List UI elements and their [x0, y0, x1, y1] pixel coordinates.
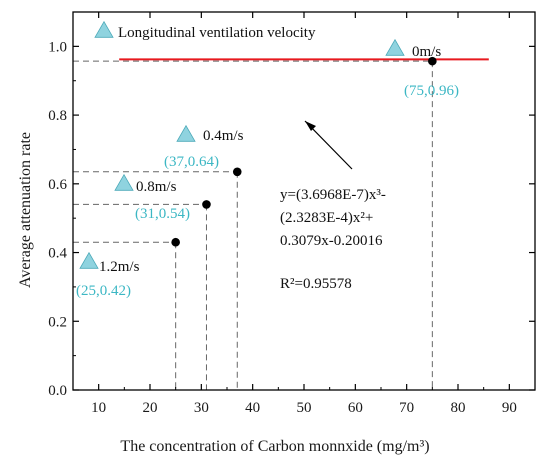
y-tick-label: 0.0 [48, 383, 67, 399]
data-points [171, 56, 437, 247]
x-tick-label: 50 [297, 400, 312, 416]
y-tick-label: 0.4 [48, 246, 67, 262]
y-tick-label: 0.8 [48, 108, 67, 124]
point-labels: 1.2m/s (25,0.42) 0.8m/s (31,0.54) 0.4m/s (37,… [76, 38, 459, 299]
data-point [171, 237, 180, 247]
point-coordinate-label: (31,0.54) [135, 206, 190, 222]
velocity-triangle-marker [176, 124, 196, 142]
y-tick-label: 0.6 [48, 177, 67, 193]
x-tick-label: 60 [348, 400, 363, 416]
point-coordinate-label: (25,0.42) [76, 283, 131, 299]
velocity-label: 0.4m/s [203, 128, 244, 144]
y-tick-label: 0.2 [48, 314, 67, 330]
x-tick-label: 80 [451, 400, 466, 416]
velocity-label: 0.8m/s [136, 179, 177, 195]
axes: 10 20 30 40 50 60 70 80 90 0.0 0.2 0.4 0.6 0.8 1.0 [48, 11, 536, 416]
equation-line-3: 0.3079x-0.20016 [280, 233, 383, 249]
equation-line-1: y=(3.6968E-7)x³- [280, 187, 386, 203]
point-coordinate-label: (37,0.64) [164, 154, 219, 170]
x-tick-label: 90 [502, 400, 517, 416]
legend-text: Longitudinal ventilation velocity [118, 25, 316, 41]
velocity-label: 1.2m/s [99, 259, 140, 275]
x-tick-label: 20 [143, 400, 158, 416]
x-tick-label: 70 [399, 400, 414, 416]
data-point [232, 167, 242, 177]
r-squared: R²=0.95578 [280, 276, 352, 292]
point-coordinate-label: (75,0.96) [404, 83, 459, 99]
equation-annotation: y=(3.6968E-7)x³- (2.3283E-4)x²+ 0.3079x-… [280, 120, 386, 292]
x-tick-label: 30 [194, 400, 209, 416]
guide-lines [73, 60, 433, 390]
y-tick-label: 1.0 [48, 39, 67, 55]
velocity-triangle-marker [114, 173, 134, 191]
velocity-triangle-marker [385, 38, 405, 56]
data-point [428, 56, 437, 66]
velocity-label: 0m/s [412, 44, 441, 60]
velocity-triangle-marker [79, 251, 99, 269]
x-tick-label: 10 [91, 400, 106, 416]
y-axis-title: Average attenuation rate [17, 132, 34, 288]
x-axis-title: The concentration of Carbon monnxide (mg… [120, 438, 429, 455]
equation-line-2: (2.3283E-4)x²+ [280, 210, 373, 226]
legend: Longitudinal ventilation velocity [94, 20, 316, 41]
data-point [202, 200, 211, 209]
equation-arrow-head [305, 121, 316, 131]
legend-triangle-marker [94, 20, 114, 38]
x-tick-label: 40 [245, 400, 260, 416]
